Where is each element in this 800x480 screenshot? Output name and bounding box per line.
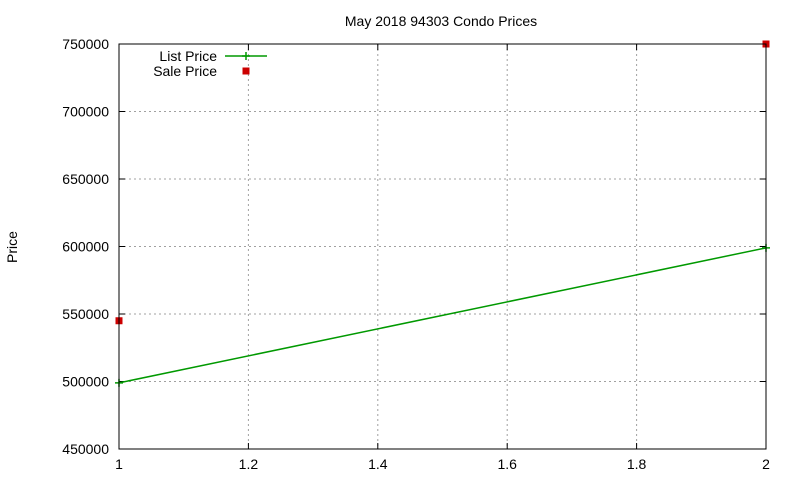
plot-frame (118, 43, 767, 450)
chart-title: May 2018 94303 Condo Prices (345, 13, 537, 29)
grid-lines (119, 44, 766, 449)
y-tick-label: 600000 (62, 239, 109, 255)
x-tick-label: 1 (115, 456, 123, 472)
x-tick-label: 1.2 (239, 456, 259, 472)
legend-label: List Price (159, 48, 217, 64)
data-series (115, 40, 770, 387)
y-tick-label: 650000 (62, 171, 109, 187)
y-tick-label: 450000 (62, 441, 109, 457)
y-tick-label: 700000 (62, 104, 109, 120)
x-tick-label: 1.6 (497, 456, 517, 472)
y-axis-label: Price (4, 231, 20, 263)
legend-point-swatch (242, 52, 250, 60)
y-tick-label: 750000 (62, 36, 109, 52)
axis-ticks: 1 1.2 1.4 1.6 1.8 2 450000 500000 550000 600000 65… (62, 36, 770, 472)
x-tick-label: 1.8 (627, 456, 647, 472)
x-tick-label: 1.4 (368, 456, 388, 472)
y-tick-label: 550000 (62, 306, 109, 322)
series-line-list-price (118, 247, 767, 384)
y-tick-label: 500000 (62, 374, 109, 390)
x-tick-label: 2 (762, 456, 770, 472)
legend-label: Sale Price (153, 63, 217, 79)
legend-point-swatch (242, 67, 250, 75)
